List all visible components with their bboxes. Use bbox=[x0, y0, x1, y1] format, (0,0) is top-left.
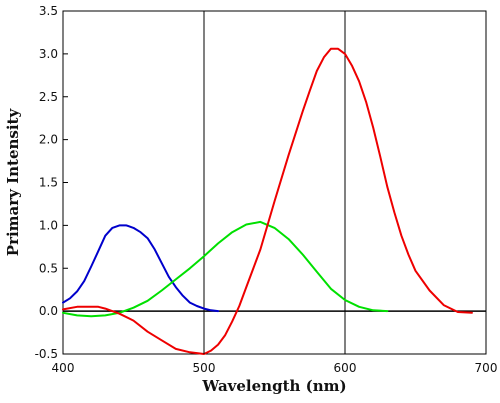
x-tick-label: 400 bbox=[52, 361, 75, 375]
grid-lines bbox=[63, 11, 486, 354]
series-line-red bbox=[62, 47, 473, 355]
y-axis-title: Primary Intensity bbox=[4, 108, 22, 257]
y-tick-label: 1.5 bbox=[39, 176, 58, 190]
x-axis-ticks: 400 500 600 700 bbox=[52, 349, 498, 375]
y-tick-label: 1.0 bbox=[39, 218, 58, 232]
y-tick-label: 3.5 bbox=[39, 4, 58, 18]
x-tick-label: 700 bbox=[475, 361, 498, 375]
y-tick-label: 2.5 bbox=[39, 90, 58, 104]
y-tick-label: 0.0 bbox=[39, 304, 58, 318]
x-tick-label: 500 bbox=[193, 361, 216, 375]
y-tick-label: 2.0 bbox=[39, 133, 58, 147]
plot-area-frame bbox=[62, 10, 487, 355]
series-line-blue bbox=[62, 224, 220, 313]
y-tick-label: 3.0 bbox=[39, 47, 58, 61]
x-tick-label: 600 bbox=[334, 361, 357, 375]
data-series bbox=[62, 47, 473, 355]
y-tick-label: 0.5 bbox=[39, 261, 58, 275]
y-tick-label: -0.5 bbox=[35, 347, 58, 361]
y-axis-ticks: -0.5 0.0 0.5 1.0 1.5 2.0 2.5 3.0 3.5 bbox=[35, 4, 68, 361]
x-axis-title: Wavelength (nm) bbox=[201, 377, 346, 395]
